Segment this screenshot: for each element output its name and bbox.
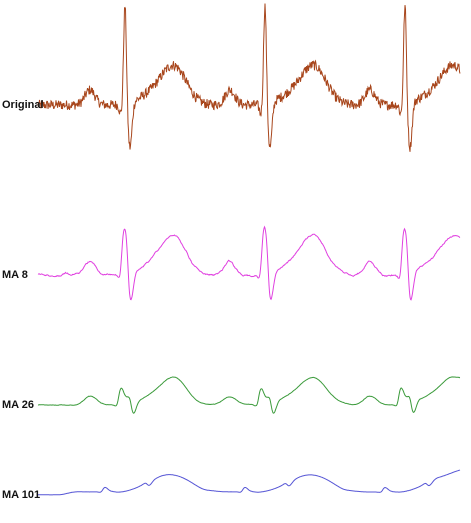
trace-label: MA 26 [2,399,34,411]
trace-label: MA 101 [2,489,40,501]
ecg-trace [37,225,461,301]
ecg-trace [37,3,461,152]
ecg-trace [37,376,461,414]
trace-label: MA 8 [2,269,28,281]
ecg-trace [38,469,461,496]
trace-label: Original [2,99,44,111]
